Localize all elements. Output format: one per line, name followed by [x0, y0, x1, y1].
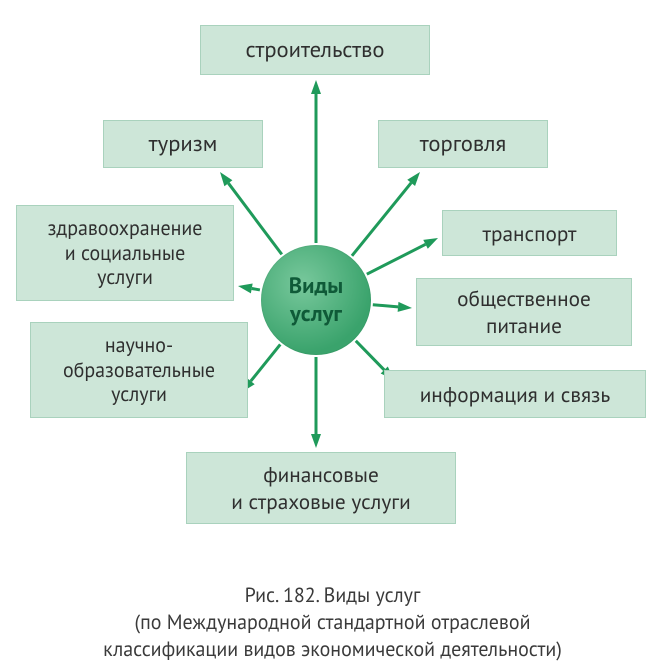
node-label: торговля: [420, 130, 506, 158]
node-tourism: туризм: [103, 120, 263, 168]
hub-label-line1: Виды: [289, 271, 343, 300]
node-catering: общественноепитание: [416, 278, 632, 346]
caption-line-3: классификации видов экономической деятел…: [0, 636, 665, 663]
node-label: строительство: [245, 36, 384, 64]
node-label: финансовыеи страховые услуги: [231, 461, 410, 514]
node-label: общественноепитание: [457, 285, 591, 338]
node-finance: финансовыеи страховые услуги: [186, 452, 456, 524]
node-health: здравоохранениеи социальныеуслуги: [16, 205, 234, 301]
node-edu: научно-образовательныеуслуги: [30, 322, 248, 418]
hub-label-line2: услуг: [290, 299, 342, 328]
caption-line-2: (по Международной стандартной отраслевой: [0, 609, 665, 636]
figure-caption: Рис. 182. Виды услуг (по Международной с…: [0, 582, 665, 663]
caption-line-1: Рис. 182. Виды услуг: [0, 582, 665, 609]
diagram-stage: { "diagram": { "type": "radial-infograph…: [0, 0, 665, 670]
node-label: транспорт: [483, 220, 577, 247]
node-info: информация и связь: [384, 370, 646, 418]
node-label: информация и связь: [420, 381, 611, 408]
node-transport: транспорт: [442, 210, 617, 256]
node-construction: строительство: [200, 25, 430, 75]
node-trade: торговля: [378, 120, 548, 168]
hub-node: Виды услуг: [261, 245, 371, 355]
node-label: научно-образовательныеуслуги: [63, 333, 215, 408]
node-label: туризм: [149, 130, 218, 158]
node-label: здравоохранениеи социальныеуслуги: [48, 216, 203, 291]
